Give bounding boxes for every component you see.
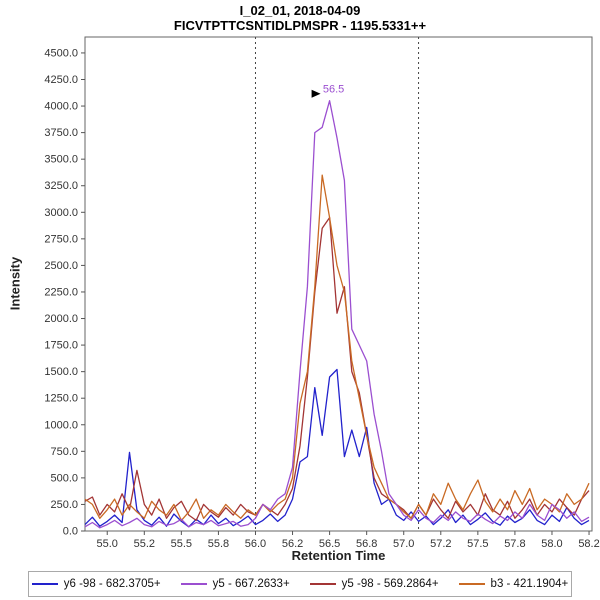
x-tick-label: 56.0 [245,538,266,550]
peak-marker-icon[interactable] [311,89,321,98]
y-tick-label: 3750.0 [44,127,78,139]
legend-item-y5: y5 - 667.2633+ [180,578,290,590]
legend-item-b3: b3 - 421.1904+ [458,578,569,590]
x-tick-label: 57.2 [430,538,451,550]
legend-label: y5 -98 - 569.2864+ [341,578,439,590]
x-tick-label: 55.8 [208,538,229,550]
legend-label: y5 - 667.2633+ [212,578,290,590]
x-tick-label: 55.5 [171,538,192,550]
series-line-b3[interactable] [84,174,590,522]
peak-label: 56.5 [323,84,344,96]
legend-item-y5-98: y5 -98 - 569.2864+ [309,578,439,590]
plot-border [84,36,593,532]
legend-line-swatch [458,583,485,585]
x-tick-label: 55.2 [134,538,155,550]
y-tick-label: 0.0 [63,526,78,538]
y-tick-label: 3250.0 [44,180,78,192]
y-tick-label: 2000.0 [44,313,78,325]
y-tick-label: 3000.0 [44,207,78,219]
y-tick-label: 1750.0 [44,340,78,352]
x-axis-title: Retention Time [291,548,386,563]
y-tick-label: 4500.0 [44,47,78,59]
legend-item-y6-98: y6 -98 - 682.3705+ [31,578,161,590]
chart-title: I_02_01, 2018-04-09 [239,3,361,18]
y-tick-label: 3500.0 [44,154,78,166]
chromatogram-plot[interactable]: 0.0 250.0 500.0 750.0 1000.0 1250.0 1500.0 1750… [0,0,600,560]
y-tick-label: 500.0 [50,472,78,484]
x-tick-label: 55.0 [97,538,118,550]
x-tick-label: 57.0 [393,538,414,550]
y-tick-label: 4250.0 [44,74,78,86]
y-tick-label: 1000.0 [44,419,78,431]
y-tick-label: 2750.0 [44,233,78,245]
x-tick-label: 57.5 [467,538,488,550]
x-tick-label: 58.2 [578,538,599,550]
y-tick-label: 2500.0 [44,260,78,272]
legend-line-swatch [309,583,336,585]
y-tick-label: 4000.0 [44,101,78,113]
legend: y6 -98 - 682.3705+ y5 - 667.2633+ y5 -98… [28,571,572,597]
legend-label: b3 - 421.1904+ [490,578,569,590]
legend-label: y6 -98 - 682.3705+ [63,578,161,590]
x-tick-label: 56.2 [282,538,303,550]
chart-subtitle: FICVTPTTCSNTIDLPMSPR - 1195.5331++ [173,18,427,33]
x-tick-label: 56.8 [356,538,377,550]
legend-line-swatch [180,583,207,585]
y-tick-label: 2250.0 [44,286,78,298]
x-tick-label: 58.0 [541,538,562,550]
legend-line-swatch [31,583,58,585]
y-tick-label: 1500.0 [44,366,78,378]
y-tick-label: 750.0 [50,446,78,458]
x-tick-label: 56.5 [319,538,340,550]
y-tick-label: 1250.0 [44,393,78,405]
series-line-y5[interactable] [84,100,590,529]
x-tick-label: 57.8 [504,538,525,550]
y-tick-label: 250.0 [50,499,78,511]
